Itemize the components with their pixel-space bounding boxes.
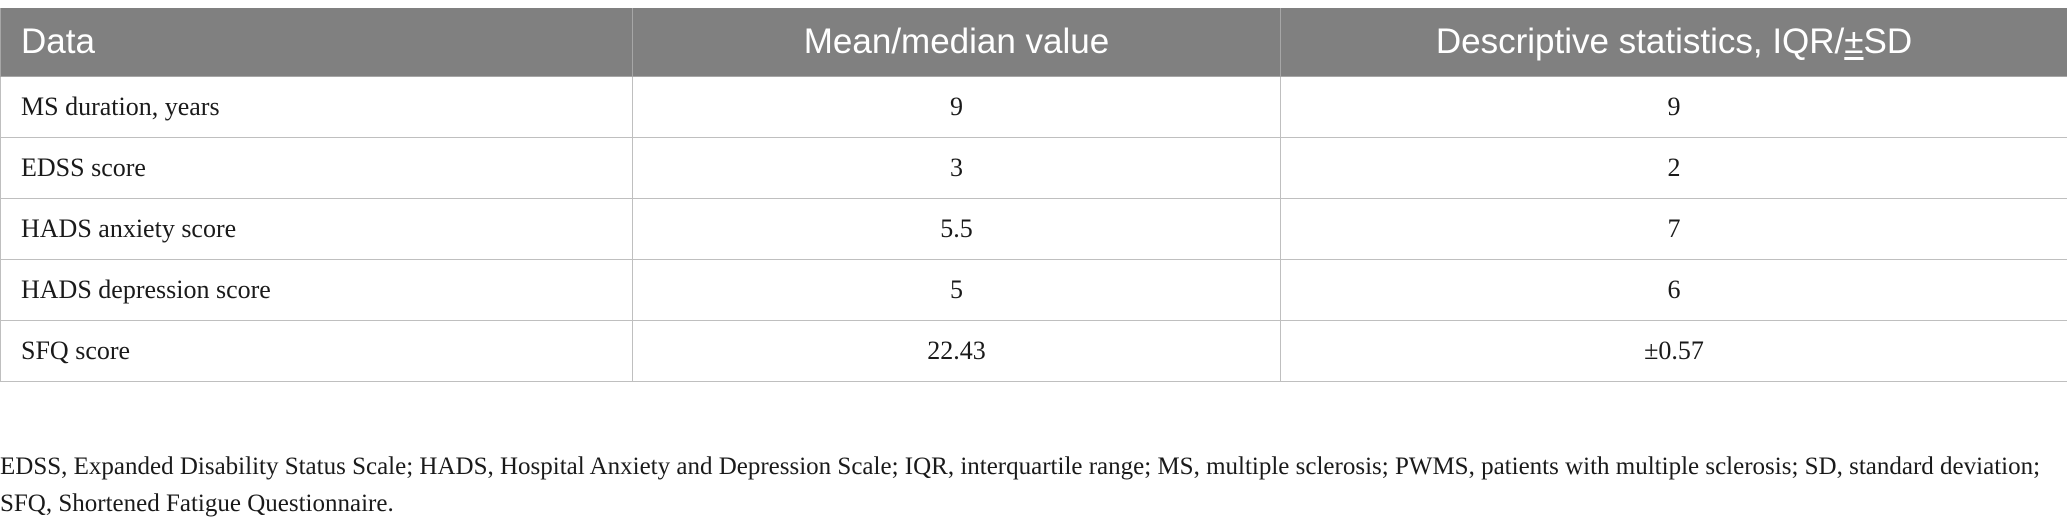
mean-median-cell: 5 [632,259,1281,321]
descriptive-stat-cell: ±0.57 [1280,320,2067,382]
table-footnote: EDSS, Expanded Disability Status Scale; … [0,453,2041,517]
header-sd-label: SD [1863,22,1913,61]
descriptive-stat-cell: 7 [1280,198,2067,260]
row-label: EDSS score [0,137,633,199]
table-header: Data Mean/median value Descriptive stati… [0,8,2067,77]
table-row: HADS anxiety score 5.5 7 [0,198,2067,260]
data-table-container: Data Mean/median value Descriptive stati… [0,8,2067,382]
descriptive-stat-cell: 2 [1280,137,2067,199]
table-row: SFQ score 22.43 ±0.57 [0,320,2067,382]
mean-median-cell: 9 [632,76,1281,138]
header-data: Data [0,8,633,77]
row-label: HADS depression score [0,259,633,321]
mean-median-cell: 22.43 [632,320,1281,382]
data-table: Data Mean/median value Descriptive stati… [0,8,2067,382]
row-label: SFQ score [0,320,633,382]
header-row: Data Mean/median value Descriptive stati… [0,8,2067,77]
header-descriptive-stats: Descriptive statistics, IQR/±SD [1280,8,2067,77]
row-label: MS duration, years [0,76,633,138]
mean-median-cell: 5.5 [632,198,1281,260]
header-descriptive-stats-label: Descriptive statistics, IQR/ [1435,22,1845,61]
header-mean-median: Mean/median value [632,8,1281,77]
plus-minus-symbol: ± [1844,22,1864,61]
descriptive-stat-cell: 9 [1280,76,2067,138]
descriptive-stat-cell: 6 [1280,259,2067,321]
row-label: HADS anxiety score [0,198,633,260]
table-row: EDSS score 3 2 [0,137,2067,199]
mean-median-cell: 3 [632,137,1281,199]
table-row: HADS depression score 5 6 [0,259,2067,321]
table-row: MS duration, years 9 9 [0,76,2067,138]
table-body: MS duration, years 9 9 EDSS score 3 2 HA… [0,76,2067,382]
